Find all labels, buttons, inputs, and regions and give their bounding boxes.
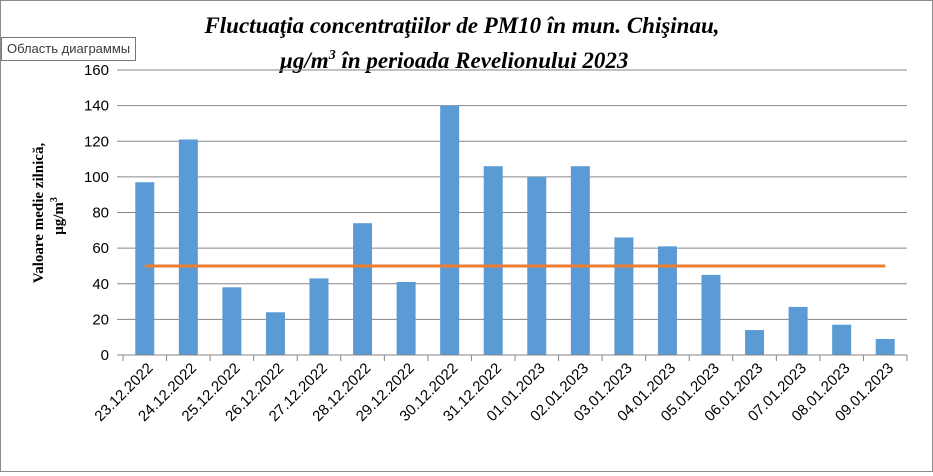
bar: [832, 324, 852, 355]
bar: [265, 312, 285, 355]
y-tick-label: 60: [92, 240, 109, 257]
y-tick-label: 40: [92, 276, 109, 293]
y-axis-label: Valoare medie zilnică, µg/m3: [31, 143, 67, 284]
y-tick-label: 80: [92, 205, 109, 222]
y-tick-label: 20: [92, 311, 109, 328]
bar: [222, 287, 242, 355]
bars: [135, 105, 895, 355]
bar: [875, 338, 895, 355]
gridlines: [123, 69, 907, 320]
y-tick-label: 120: [84, 133, 109, 150]
title-rest: în perioada Revelionului 2023: [336, 48, 629, 73]
bar: [657, 246, 677, 355]
bar: [788, 306, 808, 355]
bar: [309, 278, 329, 355]
y-axis-label-line1: Valoare medie zilnică,: [31, 143, 47, 284]
title-unit-sup: 3: [328, 48, 336, 63]
bar: [570, 166, 590, 355]
y-axis-label-sup: 3: [49, 197, 60, 202]
bar: [745, 330, 765, 355]
bar: [614, 237, 634, 355]
title-unit: µg/m: [279, 48, 329, 73]
bar: [483, 166, 503, 355]
bar: [701, 274, 721, 355]
bar: [178, 139, 198, 355]
bar: [135, 182, 155, 355]
y-tick-label: 0: [101, 347, 109, 364]
chart-title-line2: µg/m3 în perioada Revelionului 2023: [279, 48, 629, 73]
bar: [440, 105, 460, 355]
y-tick-label: 140: [84, 98, 109, 115]
chart-area-tooltip: Область диаграммы: [1, 37, 137, 61]
y-axis-ticks: 0 20 40 60 80 100 120 140 160: [84, 62, 123, 364]
bar: [396, 281, 416, 355]
x-axis-ticks: 23.12.202224.12.202225.12.202226.12.2022…: [91, 355, 908, 425]
chart-title-line1: Fluctuaţia concentraţiilor de PM10 în mu…: [203, 13, 719, 38]
y-tick-label: 160: [84, 62, 109, 79]
y-tick-label: 100: [84, 169, 109, 186]
y-axis-label-unit: µg/m: [51, 202, 67, 235]
bar: [353, 223, 373, 355]
